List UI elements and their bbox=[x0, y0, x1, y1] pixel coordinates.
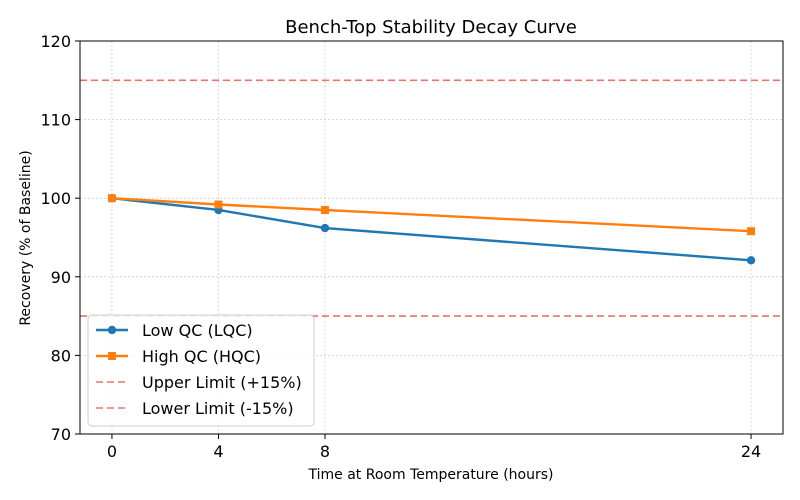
series-line-hqc bbox=[111, 197, 752, 233]
data-point bbox=[107, 194, 116, 203]
y-tick-label: 80 bbox=[51, 346, 71, 365]
y-tick-label: 120 bbox=[40, 32, 71, 51]
data-point bbox=[320, 205, 329, 214]
legend-box bbox=[87, 314, 315, 427]
y-axis-label: Recovery (% of Baseline) bbox=[18, 150, 34, 325]
series-line-lqc bbox=[111, 197, 752, 262]
y-ticks: 70 80 90 100 110 120 bbox=[40, 32, 80, 444]
x-tick-label: 4 bbox=[213, 442, 223, 461]
series-layer bbox=[107, 194, 756, 265]
legend-swatch-marker bbox=[108, 352, 116, 360]
reference-lines-layer bbox=[80, 79, 783, 317]
y-tick-label: 110 bbox=[40, 111, 71, 130]
y-tick-label: 90 bbox=[51, 268, 71, 287]
legend-entry-label: High QC (HQC) bbox=[142, 347, 261, 366]
x-tick-label: 24 bbox=[741, 442, 761, 461]
x-tick-label: 0 bbox=[107, 442, 117, 461]
data-point bbox=[746, 256, 756, 265]
data-point bbox=[320, 223, 330, 233]
x-ticks: 0 4 8 24 bbox=[107, 434, 761, 461]
data-point bbox=[747, 227, 756, 236]
plot-frame bbox=[79, 40, 784, 435]
legend-entry-label: Upper Limit (+15%) bbox=[142, 373, 302, 392]
y-tick-label: 70 bbox=[51, 425, 71, 444]
legend-swatch-marker bbox=[107, 325, 117, 335]
legend: Low QC (LQC) High QC (HQC) Upper Limit (+1… bbox=[87, 314, 315, 427]
x-axis-label: Time at Room Temperature (hours) bbox=[308, 467, 554, 483]
data-point bbox=[214, 200, 223, 209]
y-tick-label: 100 bbox=[40, 189, 71, 208]
legend-entry-label: Lower Limit (-15%) bbox=[142, 399, 294, 418]
x-tick-label: 8 bbox=[320, 442, 330, 461]
chart-title: Bench-Top Stability Decay Curve bbox=[285, 17, 577, 38]
legend-entry-label: Low QC (LQC) bbox=[142, 321, 253, 340]
